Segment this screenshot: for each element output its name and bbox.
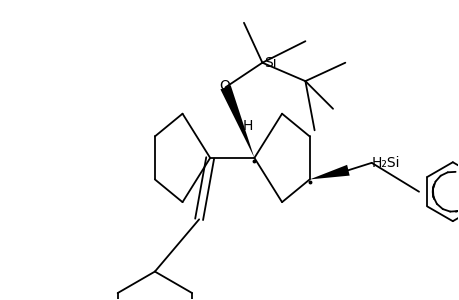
Text: H: H [242, 119, 253, 133]
Text: O: O [218, 79, 230, 93]
Text: Si: Si [264, 56, 276, 70]
Polygon shape [309, 165, 349, 179]
Text: H₂Si: H₂Si [371, 156, 399, 170]
Polygon shape [220, 85, 254, 158]
